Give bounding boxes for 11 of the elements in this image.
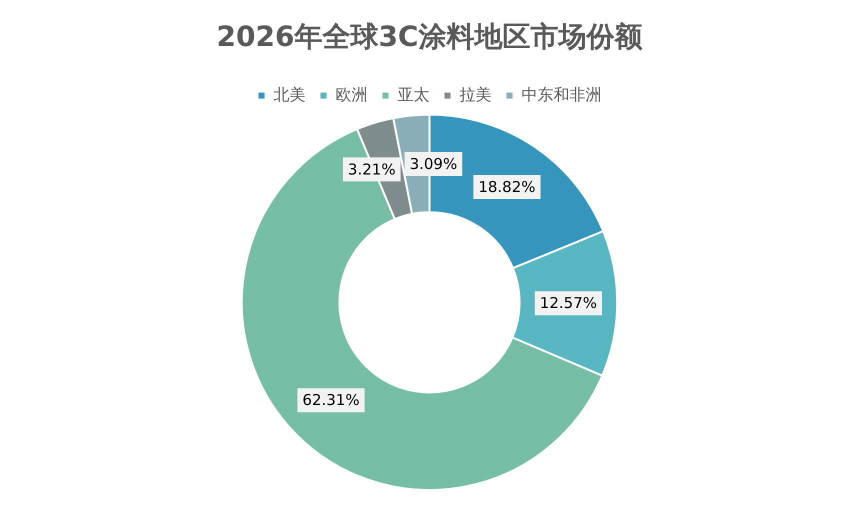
chart-title: 2026年全球3C涂料地区市场份额 bbox=[216, 20, 644, 54]
data-label: 12.57% bbox=[540, 294, 597, 312]
legend-label: 北美 bbox=[274, 84, 306, 104]
legend-label: 拉美 bbox=[460, 84, 492, 104]
legend-label: 欧洲 bbox=[336, 84, 368, 104]
legend-label: 中东和非洲 bbox=[522, 84, 602, 104]
legend-label: 亚太 bbox=[398, 84, 430, 104]
data-label: 18.82% bbox=[478, 178, 536, 196]
data-label: 62.31% bbox=[302, 391, 360, 410]
data-label: 3.21% bbox=[348, 160, 396, 178]
data-label: 3.09% bbox=[410, 154, 458, 173]
